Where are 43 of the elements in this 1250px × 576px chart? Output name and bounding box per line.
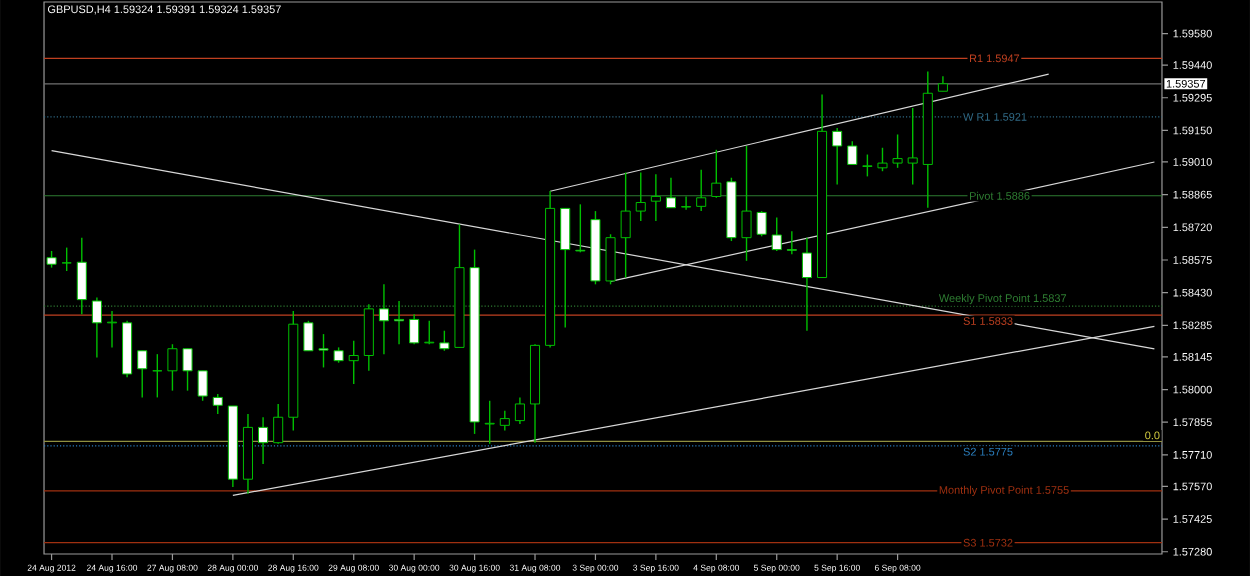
candlestick [61, 246, 72, 272]
candlestick [303, 319, 314, 352]
candlestick [620, 171, 631, 278]
candlestick [363, 303, 374, 372]
candlestick [197, 369, 208, 402]
candlestick [741, 144, 752, 262]
candlestick [605, 233, 616, 285]
candlestick [514, 396, 525, 425]
candlestick [650, 173, 661, 222]
candlestick [771, 216, 782, 252]
candlestick [907, 106, 918, 185]
candlestick [681, 195, 692, 211]
candlestick [91, 296, 102, 358]
candlestick [212, 392, 223, 415]
candlestick [484, 399, 495, 445]
candlestick [409, 313, 420, 345]
candlestick [167, 343, 178, 391]
candlestick [348, 339, 359, 385]
candlestick [832, 126, 843, 185]
candlestick [756, 210, 767, 237]
candlestick [862, 153, 873, 177]
candlestick [137, 349, 148, 398]
candlestick [424, 319, 435, 345]
candlestick [877, 146, 888, 172]
candlestick [378, 283, 389, 355]
candlestick [182, 347, 193, 391]
candlestick [892, 133, 903, 169]
candlestick [152, 353, 163, 398]
candlestick [76, 236, 87, 315]
candlestick [665, 176, 677, 209]
candlestick [696, 168, 707, 212]
candlestick [258, 416, 269, 465]
candlestick [801, 236, 812, 332]
candlestick [439, 329, 450, 352]
candlestick [273, 402, 284, 445]
candlestick [711, 148, 722, 199]
candlestick [786, 230, 797, 255]
candlestick [318, 333, 329, 368]
candlestick [499, 409, 510, 431]
candlestick [635, 171, 646, 222]
candlestick [847, 140, 858, 165]
candlestick [560, 207, 571, 328]
candlestick [575, 203, 586, 253]
